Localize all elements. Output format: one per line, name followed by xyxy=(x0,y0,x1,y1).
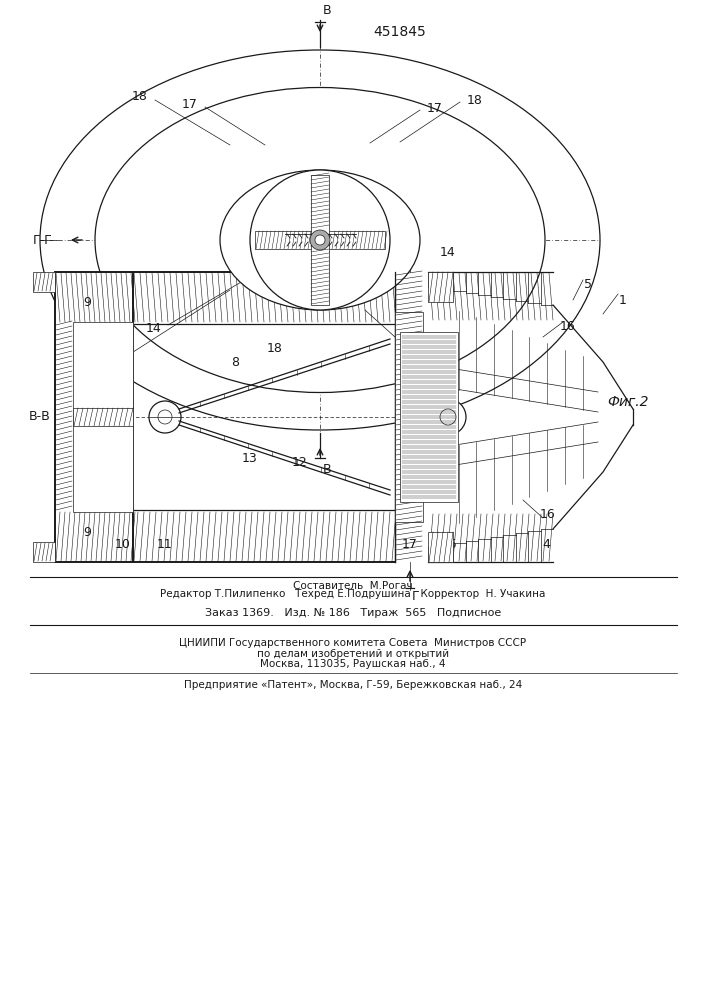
Text: 18: 18 xyxy=(267,342,283,356)
Text: В-В: В-В xyxy=(28,410,50,424)
Ellipse shape xyxy=(220,170,420,310)
Text: Г: Г xyxy=(412,590,420,603)
Text: В: В xyxy=(323,4,332,17)
Text: 8: 8 xyxy=(231,356,239,368)
Bar xyxy=(33,272,55,292)
Text: Г-Г: Г-Г xyxy=(33,233,52,246)
Bar xyxy=(428,532,453,562)
Circle shape xyxy=(315,235,325,245)
Text: 451845: 451845 xyxy=(373,25,426,39)
Text: 13: 13 xyxy=(242,452,258,466)
Text: по делам изобретений и открытий: по делам изобретений и открытий xyxy=(257,649,449,659)
Bar xyxy=(255,231,385,249)
Bar xyxy=(55,272,133,562)
Text: 12: 12 xyxy=(292,456,308,468)
Text: В: В xyxy=(323,463,332,476)
Text: 9: 9 xyxy=(83,296,91,308)
Text: 5: 5 xyxy=(584,277,592,290)
Text: Предприятие «Патент», Москва, Г-59, Бережковская наб., 24: Предприятие «Патент», Москва, Г-59, Бере… xyxy=(184,680,522,690)
Text: 16: 16 xyxy=(560,320,576,334)
Text: Заказ 1369.   Изд. № 186   Тираж  565   Подписное: Заказ 1369. Изд. № 186 Тираж 565 Подписн… xyxy=(205,608,501,618)
Text: 14: 14 xyxy=(440,245,456,258)
Text: 9: 9 xyxy=(83,526,91,538)
Bar xyxy=(400,332,458,502)
Text: Составитель  М.Рогач: Составитель М.Рогач xyxy=(293,581,413,591)
Text: Редактор Т.Пилипенко   Техред Е.Подрушина   Корректор  Н. Учакина: Редактор Т.Пилипенко Техред Е.Подрушина … xyxy=(160,589,546,599)
Bar xyxy=(73,322,133,512)
Circle shape xyxy=(158,410,172,424)
Text: 18: 18 xyxy=(132,91,148,104)
Bar xyxy=(33,542,55,562)
Text: 17: 17 xyxy=(182,98,198,110)
Ellipse shape xyxy=(95,88,545,392)
Text: 16: 16 xyxy=(540,508,556,520)
Bar xyxy=(395,312,423,522)
Text: 14: 14 xyxy=(145,322,161,334)
Circle shape xyxy=(430,399,466,435)
Bar xyxy=(428,272,453,302)
Text: Г: Г xyxy=(412,231,420,244)
Text: 14: 14 xyxy=(107,351,123,363)
Text: Фиг.2: Фиг.2 xyxy=(607,395,649,409)
Text: 12: 12 xyxy=(422,352,438,364)
Bar xyxy=(311,175,329,305)
Text: 11: 11 xyxy=(157,538,173,550)
Text: 17: 17 xyxy=(427,102,443,114)
Text: 15: 15 xyxy=(442,538,458,550)
Text: 1: 1 xyxy=(619,294,627,306)
Text: 18: 18 xyxy=(467,94,483,106)
Circle shape xyxy=(149,401,181,433)
Circle shape xyxy=(250,170,390,310)
Text: 17: 17 xyxy=(402,538,418,550)
Text: Москва, 113035, Раушская наб., 4: Москва, 113035, Раушская наб., 4 xyxy=(260,659,445,669)
Text: 10: 10 xyxy=(115,538,131,550)
Circle shape xyxy=(310,230,330,250)
Bar xyxy=(73,408,133,426)
Text: ЦНИИПИ Государственного комитета Совета  Министров СССР: ЦНИИПИ Государственного комитета Совета … xyxy=(180,638,527,648)
Text: 4: 4 xyxy=(542,538,550,550)
